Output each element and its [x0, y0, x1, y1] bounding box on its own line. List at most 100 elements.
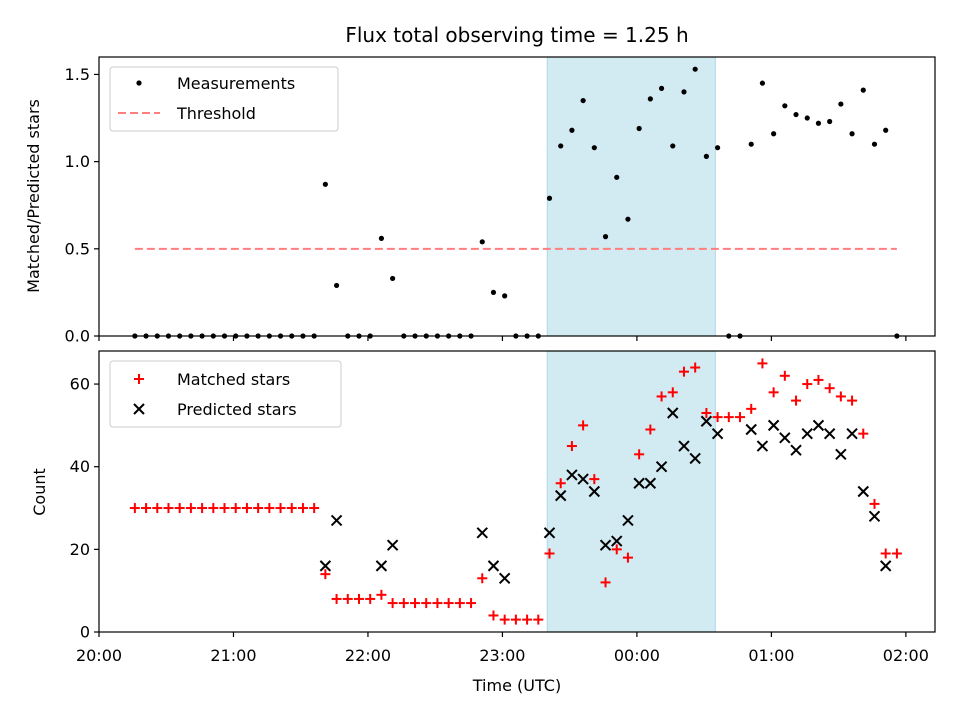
matched-star-point: [645, 424, 656, 435]
predicted-star-point: [689, 452, 701, 465]
matched-star-point: [342, 593, 353, 604]
predicted-star-point: [554, 489, 567, 502]
measurement-point: [871, 141, 878, 147]
top-y-axis-label: Matched/Predicted stars: [24, 99, 43, 293]
measurement-point: [647, 96, 653, 102]
matched-star-point: [701, 407, 712, 418]
matched-star-point: [152, 503, 163, 514]
predicted-star-point: [767, 419, 780, 432]
measurements-legend-label: Measurements: [177, 74, 295, 93]
measurement-point: [390, 275, 396, 282]
predicted-star-point: [823, 427, 836, 440]
matched-star-point: [690, 362, 701, 373]
matched-star-point: [824, 383, 835, 394]
measurement-point: [569, 127, 575, 133]
matched-star-point: [174, 503, 185, 514]
matched-star-point: [253, 503, 264, 514]
matched-star-point: [275, 503, 286, 514]
matched-star-point: [376, 589, 387, 600]
predicted-star-point: [577, 473, 589, 485]
measurements-legend-marker: [136, 80, 142, 86]
matched-star-point: [746, 403, 757, 414]
matched-star-point: [320, 569, 331, 580]
measurement-point: [692, 66, 698, 72]
bot-y-tick-label: 20: [70, 540, 90, 559]
measurement-point: [782, 103, 788, 109]
bot-observing-interval: [546, 350, 716, 633]
measurement-point: [849, 131, 855, 137]
predicted-star-point: [779, 432, 791, 444]
measurement-point: [860, 87, 866, 93]
matched-star-point: [286, 503, 297, 514]
measurement-point: [322, 181, 328, 187]
predicted-legend-marker: [133, 403, 145, 415]
measurement-point: [625, 216, 631, 222]
x-tick-label: 01:00: [748, 646, 794, 665]
matched-star-point: [488, 610, 499, 621]
bot-y-tick-label: 40: [70, 457, 90, 476]
measurement-point: [636, 125, 642, 132]
predicted-star-point: [846, 427, 858, 440]
x-tick-label: 21:00: [210, 646, 256, 665]
predicted-star-point: [835, 448, 847, 461]
matched-star-point: [847, 395, 858, 406]
measurement-point: [614, 174, 620, 180]
matched-star-point: [555, 478, 566, 489]
matched-star-point: [421, 598, 432, 609]
predicted-star-point: [801, 427, 813, 440]
predicted-star-point: [375, 560, 388, 572]
matched-star-point: [208, 503, 219, 514]
matched-star-point: [185, 503, 196, 514]
predicted-star-point: [655, 460, 668, 473]
top-y-tick-label: 0.0: [65, 327, 90, 346]
predicted-star-point: [622, 514, 634, 527]
matched-star-point: [589, 474, 600, 485]
measurement-point: [748, 141, 754, 147]
matched-star-point: [387, 598, 398, 609]
matched-star-point: [802, 379, 813, 390]
matched-star-point: [454, 598, 465, 609]
measurement-point: [546, 195, 553, 201]
matched-star-point: [858, 428, 869, 439]
measurement-point: [502, 293, 508, 299]
matched-star-point: [410, 598, 421, 609]
matched-star-point: [264, 503, 275, 514]
matched-star-point: [230, 503, 241, 514]
measurement-point: [681, 89, 687, 95]
matched-star-point: [241, 503, 252, 514]
matched-star-point: [566, 441, 577, 452]
measurement-point: [333, 282, 340, 289]
predicted-star-point: [711, 427, 724, 440]
measurement-point: [793, 111, 799, 118]
matched-star-point: [141, 503, 152, 514]
matched-star-point: [757, 358, 768, 369]
measurement-point: [658, 85, 665, 91]
matched-star-point: [297, 503, 308, 514]
measurement-point: [714, 145, 721, 151]
top-y-tick-label: 0.5: [65, 239, 90, 258]
matched-legend-label: Matched stars: [177, 370, 290, 389]
matched-star-point: [656, 391, 667, 402]
x-axis-label: Time (UTC): [472, 676, 561, 695]
predicted-star-point: [543, 527, 556, 539]
matched-star-point: [835, 391, 846, 402]
matched-star-point: [353, 593, 364, 604]
measurement-point: [490, 289, 497, 296]
top-plot-frame: [98, 56, 936, 337]
measurement-point: [558, 143, 564, 149]
top-observing-interval: [546, 56, 716, 337]
predicted-star-point: [599, 539, 612, 551]
matched-legend-marker: [134, 374, 144, 384]
predicted-star-point: [857, 485, 869, 498]
measurement-point: [838, 101, 844, 107]
predicted-star-point: [667, 407, 679, 419]
measurement-point: [479, 239, 485, 245]
matched-star-point: [678, 366, 689, 377]
predicted-star-point: [633, 477, 645, 489]
matched-star-point: [544, 548, 555, 559]
measurement-point: [815, 120, 822, 126]
bottom-legend-box: [109, 360, 342, 428]
predicted-star-point: [498, 572, 511, 584]
measurement-point: [703, 153, 709, 159]
